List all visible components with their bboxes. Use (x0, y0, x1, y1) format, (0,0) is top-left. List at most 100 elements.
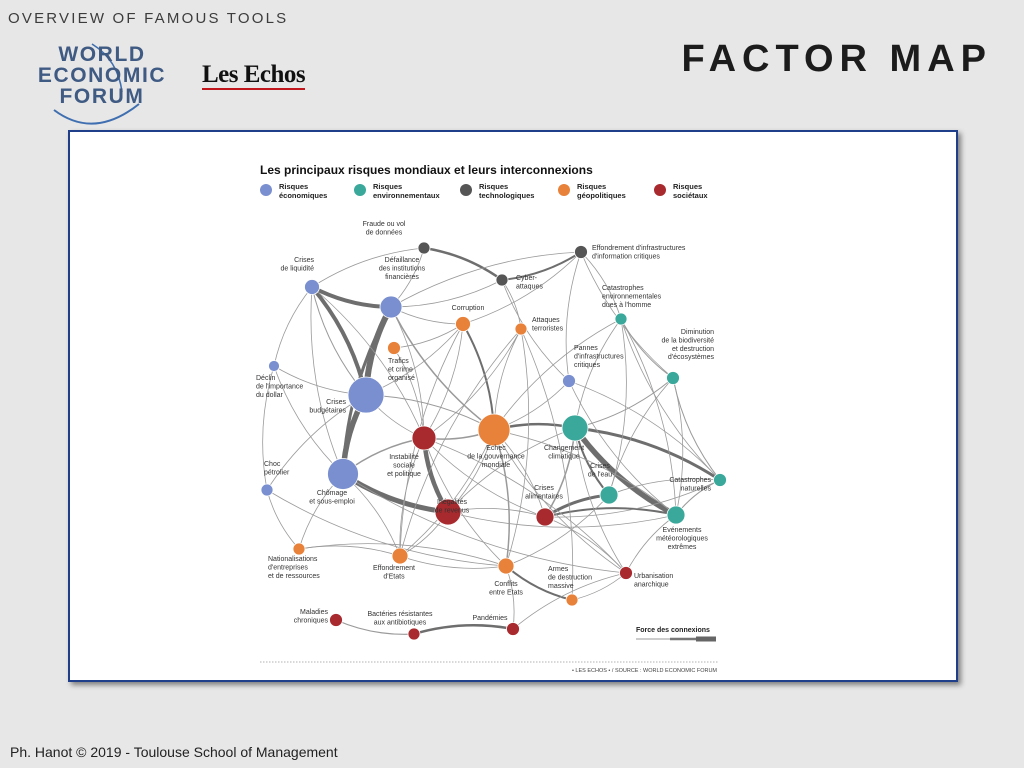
node-catenv: Catastrophes environnementales dues à l'ho… (602, 285, 662, 326)
node-circle-catenv (614, 312, 628, 326)
connection-eau-conflits (505, 494, 610, 567)
section-kicker: OVERVIEW OF FAMOUS TOOLS (8, 10, 289, 27)
node-label-eau: Crises de l'eau (588, 463, 612, 478)
node-label-budget: Crises budgétaires (309, 399, 346, 414)
node-circle-cyber (495, 273, 509, 287)
connection-effetats-echec (399, 429, 495, 557)
node-label-defail: Défaillance des institutions financières (379, 257, 426, 281)
node-circle-chgclim (561, 414, 589, 442)
connection-effetats-conflits (399, 555, 507, 569)
connection-attaq-instab (423, 328, 522, 439)
node-label-attaq: Attaques terroristes (532, 317, 564, 332)
lesechos-logo: Les Echos (202, 61, 306, 90)
node-pandem: Pandémies (472, 615, 520, 636)
node-label-effinfo: Effondrement d'infrastructures d'informat… (592, 245, 686, 260)
node-bacter: Bactéries résistantes aux antibiotiques (368, 611, 433, 641)
connection-effinfo-defail (390, 251, 582, 308)
node-label-alim: Crises alimentaires (525, 485, 563, 500)
legend: Risques économiques Risques environnemen… (260, 182, 708, 200)
node-circle-chomage (327, 458, 359, 490)
svg-text:technologiques: technologiques (479, 191, 534, 200)
node-evmet: Evénements météorologiques extrêmes (656, 505, 708, 551)
node-circle-armes (565, 593, 579, 607)
connection-dimin-eau (608, 377, 674, 496)
node-circle-budget (347, 376, 385, 414)
node-echec: Echec de la gouvernance mondiale (467, 413, 525, 469)
node-circle-trafic (387, 341, 401, 355)
connection-fraude-liquid (311, 247, 425, 288)
svg-text:géopolitiques: géopolitiques (577, 191, 626, 200)
node-label-evmet: Evénements météorologiques extrêmes (656, 527, 708, 551)
node-circle-instab (411, 425, 437, 451)
connection-attaq-effetats (399, 328, 522, 557)
connection-defail-echec (390, 306, 495, 431)
legend-dot-technological (460, 184, 472, 196)
connection-pannes-evmet (568, 380, 677, 516)
node-catnat: Catastrophes naturelles (669, 473, 727, 492)
node-alim: Crises alimentaires (525, 485, 563, 527)
node-label-catnat: Catastrophes naturelles (669, 477, 711, 492)
node-cyber: Cyber-attaques (495, 273, 543, 290)
connection-evmet-inegal (447, 511, 677, 528)
node-circle-effetats (391, 547, 409, 565)
node-label-trafic: Trafics et crime organisé (388, 358, 415, 382)
node-attaq: Attaques terroristes (514, 317, 564, 336)
node-circle-effinfo (574, 245, 588, 259)
svg-text:environnementaux: environnementaux (373, 191, 441, 200)
connection-catnat-eau (608, 478, 721, 496)
svg-text:Risques: Risques (279, 182, 308, 191)
node-pannes: Pannes d'infrastructures critiques (562, 345, 624, 388)
node-malad: Maladies chroniques (294, 609, 343, 627)
connection-dimin-chgclim (574, 377, 674, 429)
connection-cyber-defail (390, 279, 503, 308)
node-conflits: Conflits entre Etats (489, 557, 523, 596)
node-choc: Choc pétrolier (260, 461, 290, 497)
node-circle-pandem (506, 622, 520, 636)
svg-text:• LES ECHOS • / SOURCE : WORLD: • LES ECHOS • / SOURCE : WORLD ECONOMIC … (572, 668, 717, 674)
connection-pannes-effinfo (565, 251, 582, 382)
node-circle-eau (599, 485, 619, 505)
node-label-inegal: Inégalités de revenus (435, 499, 470, 514)
node-circle-echec (477, 413, 511, 447)
diagram-frame: Les principaux risques mondiaux et leurs… (68, 130, 958, 682)
node-nation: Nationalisations d'entreprises et de resso… (268, 542, 320, 580)
node-label-chgclim: Changement climatique (544, 445, 584, 460)
legend-dot-environmental (354, 184, 366, 196)
risk-network-diagram: Les principaux risques mondiaux et leurs… (256, 163, 727, 674)
connection-liquid-instab (311, 286, 425, 439)
node-budget: Crises budgétaires (309, 376, 385, 414)
connection-liquid-chomage (310, 286, 344, 475)
node-label-liquid: Crises de liquidité (281, 257, 315, 272)
node-corrup: Corruption (452, 305, 485, 332)
page-title: FACTOR MAP (681, 38, 992, 80)
svg-text:sociétaux: sociétaux (673, 191, 708, 200)
connection-effinfo-corrup (462, 251, 582, 325)
node-label-pandem: Pandémies (472, 615, 508, 622)
node-declin: Déclin de l'importance du dollar (256, 360, 303, 399)
node-label-malad: Maladies chroniques (294, 609, 329, 624)
node-label-conflits: Conflits entre Etats (489, 581, 523, 596)
node-eau: Crises de l'eau (588, 463, 619, 505)
node-circle-declin (268, 360, 280, 372)
node-dimin: Diminution de la biodiversité et destructi… (661, 329, 714, 385)
svg-text:Risques: Risques (479, 182, 508, 191)
node-chomage: Chômage et sous-emploi (309, 458, 359, 505)
node-label-corrup: Corruption (452, 305, 485, 312)
connection-choc-nation (266, 489, 300, 550)
connection-malad-bacter (335, 619, 415, 635)
connection-cyber-pannes (501, 279, 570, 382)
connection-catnat-alim (544, 479, 721, 518)
node-effetats: Effondrement d'Etats (373, 547, 415, 580)
connection-effinfo-catenv (580, 251, 622, 320)
svg-text:Risques: Risques (577, 182, 606, 191)
node-circle-evmet (666, 505, 686, 525)
node-label-effetats: Effondrement d'Etats (373, 565, 415, 580)
svg-text:économiques: économiques (279, 191, 327, 200)
legend-dot-societal (654, 184, 666, 196)
connection-corrup-instab (423, 323, 464, 439)
node-circle-fraude (417, 241, 431, 255)
connection-pandem-urban (512, 572, 627, 630)
connection-alim-instab (423, 437, 546, 518)
connection-evmet-catenv (620, 318, 677, 516)
connection-echec-urban (493, 429, 627, 574)
